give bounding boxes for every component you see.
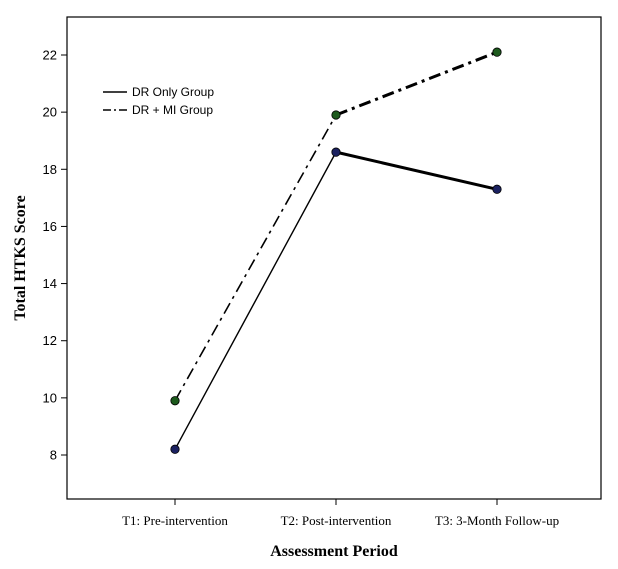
plot-area — [66, 16, 602, 500]
y-axis-title: Total HTKS Score — [12, 195, 29, 320]
data-point-dr-mi-group — [492, 47, 502, 57]
data-point-dr-mi-group — [331, 110, 341, 120]
x-axis: T1: Pre-intervention T2: Post-interventio… — [122, 499, 559, 528]
legend-label: DR + MI Group — [132, 103, 213, 117]
series-line-dr-mi-group — [335, 50, 498, 117]
legend-label: DR Only Group — [132, 85, 214, 99]
y-axis: 8 10 12 14 16 18 20 22 — [43, 48, 67, 463]
y-tick-label: 18 — [43, 162, 57, 177]
data-point-dr-mi-group — [170, 396, 180, 406]
y-tick-label: 10 — [43, 390, 57, 405]
x-tick-label: T2: Post-intervention — [281, 513, 392, 528]
y-tick-label: 22 — [43, 48, 57, 63]
series-line-dr-mi-group — [174, 114, 337, 402]
data-point-dr-only-group — [331, 147, 341, 157]
y-tick-label: 8 — [50, 448, 57, 463]
data-point-dr-only-group — [170, 444, 180, 454]
data-point-dr-only-group — [492, 184, 502, 194]
y-tick-label: 16 — [43, 219, 57, 234]
series-points — [170, 47, 502, 454]
y-tick-label: 20 — [43, 105, 57, 120]
legend: DR Only Group DR + MI Group — [103, 85, 214, 117]
series-line-dr-only-group — [335, 150, 498, 191]
x-tick-label: T3: 3-Month Follow-up — [435, 513, 559, 528]
y-tick-label: 12 — [43, 333, 57, 348]
x-tick-label: T1: Pre-intervention — [122, 513, 228, 528]
y-tick-label: 14 — [43, 276, 57, 291]
series-lines — [174, 50, 498, 450]
series-line-dr-only-group — [174, 151, 337, 450]
x-axis-title: Assessment Period — [270, 543, 398, 560]
